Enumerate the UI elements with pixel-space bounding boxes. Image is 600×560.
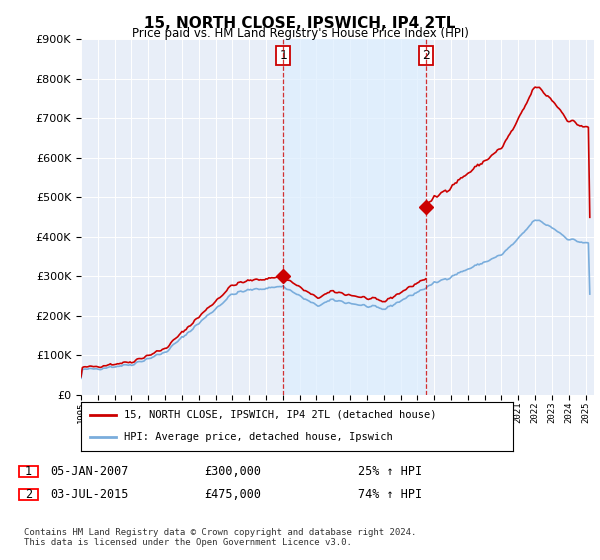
Text: 1: 1 bbox=[25, 465, 32, 478]
Text: £475,000: £475,000 bbox=[204, 488, 261, 501]
Text: 25% ↑ HPI: 25% ↑ HPI bbox=[358, 465, 422, 478]
Text: 2: 2 bbox=[422, 49, 430, 62]
Text: 2: 2 bbox=[25, 488, 32, 501]
Bar bbox=[283, 39, 426, 395]
Text: Price paid vs. HM Land Registry's House Price Index (HPI): Price paid vs. HM Land Registry's House … bbox=[131, 27, 469, 40]
Text: 05-JAN-2007: 05-JAN-2007 bbox=[50, 465, 129, 478]
Text: 15, NORTH CLOSE, IPSWICH, IP4 2TL (detached house): 15, NORTH CLOSE, IPSWICH, IP4 2TL (detac… bbox=[124, 410, 437, 420]
Text: 15, NORTH CLOSE, IPSWICH, IP4 2TL: 15, NORTH CLOSE, IPSWICH, IP4 2TL bbox=[145, 16, 455, 31]
Text: £300,000: £300,000 bbox=[204, 465, 261, 478]
FancyBboxPatch shape bbox=[19, 489, 38, 500]
FancyBboxPatch shape bbox=[19, 466, 38, 477]
Text: 1: 1 bbox=[280, 49, 287, 62]
Text: 03-JUL-2015: 03-JUL-2015 bbox=[50, 488, 129, 501]
Text: Contains HM Land Registry data © Crown copyright and database right 2024.
This d: Contains HM Land Registry data © Crown c… bbox=[24, 528, 416, 548]
Text: 74% ↑ HPI: 74% ↑ HPI bbox=[358, 488, 422, 501]
Text: HPI: Average price, detached house, Ipswich: HPI: Average price, detached house, Ipsw… bbox=[124, 432, 393, 442]
